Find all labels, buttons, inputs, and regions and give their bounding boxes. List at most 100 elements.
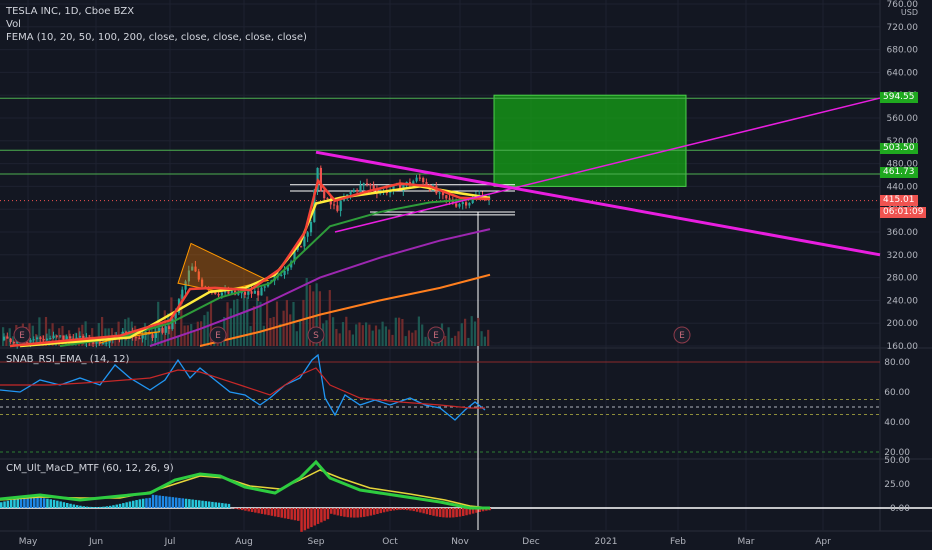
volume-bar [384,326,387,346]
volume-bar [275,301,279,346]
volume-bar [246,297,249,346]
candle-body [108,339,111,343]
volume-bar [414,330,417,346]
macd-histogram-bar [349,508,353,518]
candle-body [359,185,362,192]
macd-histogram-bar [468,508,472,515]
macd-histogram-bar [359,508,363,518]
candle-body [448,198,451,200]
macd-histogram-bar [237,508,241,510]
volume-bar [236,298,239,346]
macd-histogram-bar [300,508,303,532]
macd-histogram-bar [458,508,462,517]
candle-body [49,338,52,340]
candle-body [369,184,372,186]
time-axis-label: Aug [235,537,253,547]
macd-histogram-bar [462,508,465,516]
event-marker-label: E [679,331,685,341]
volume-bar [295,331,298,346]
macd-histogram-bar [36,497,39,508]
candle-body [415,177,418,182]
price-axis-tick: 240.00 [887,296,919,306]
fema-legend[interactable]: FEMA (10, 20, 50, 100, 200, close, close… [6,32,307,43]
candle-body [329,198,332,205]
macd-histogram-bar [224,503,227,508]
macd-histogram-bar [204,501,208,508]
macd-histogram-bar [438,508,442,517]
volume-bar [318,291,321,346]
macd-histogram-bar [221,503,224,508]
macd-histogram-bar [422,508,425,514]
macd-histogram-bar [138,499,142,508]
volume-bar [467,337,470,346]
macd-histogram-bar [260,508,264,514]
macd-histogram-bar [343,508,346,517]
time-axis-label: Sep [308,537,325,547]
rsi-ema-line [0,367,485,409]
macd-histogram-bar [23,497,26,508]
rsi-legend[interactable]: SNAB_RSI_EMA_ (14, 12) [6,354,130,365]
volume-bar [328,290,331,346]
volume-bar [411,332,414,346]
volume-bar [368,324,371,346]
macd-histogram-bar [323,508,326,521]
main-legend: TESLA INC, 1D, Cboe BZX Vol FEMA (10, 20… [6,6,307,45]
level-tag-594: 594.55 [880,92,918,103]
volume-bar [239,313,242,346]
macd-histogram-bar [386,508,389,512]
macd-axis-tick: 25.00 [884,480,910,490]
candle-body [52,335,55,339]
macd-legend[interactable]: CM_Ult_MacD_MTF (60, 12, 26, 9) [6,463,174,474]
volume-bar [394,317,397,346]
candle-body [59,335,62,337]
volume-bar [259,301,262,346]
candle-body [161,328,164,333]
candle-body [237,293,240,295]
macd-histogram-bar [339,508,343,517]
volume-bar [8,328,11,346]
candle-body [181,289,184,300]
volume-bar [269,318,272,346]
macd-histogram-bar [247,508,250,512]
volume-bar [404,336,407,346]
macd-histogram-bar [290,508,293,520]
candle-body [445,195,448,199]
rsi-axis-tick: 80.00 [884,358,910,368]
volume-bar [252,306,255,346]
volume-bar [242,293,246,346]
volume-bar [193,330,196,346]
volume-bar [444,335,447,346]
volume-bar [391,334,394,346]
macd-histogram-bar [471,508,475,514]
macd-histogram-bar [425,508,429,515]
macd-histogram-bar [188,499,191,508]
volume-bar [167,313,170,346]
candle-body [174,313,177,319]
volume-bar [173,314,176,346]
candle-body [263,286,266,288]
macd-histogram-bar [191,499,194,508]
macd-histogram-bar [118,503,122,508]
symbol-title[interactable]: TESLA INC, 1D, Cboe BZX [6,6,135,17]
time-axis-label: Jul [164,537,176,547]
macd-histogram-bar [141,498,145,508]
volume-bar [11,336,15,346]
macd-histogram-bar [201,500,204,508]
target-zone-box [493,94,687,187]
candle-body [191,266,194,271]
candle-body [98,340,101,344]
macd-histogram-bar [310,508,313,528]
volume-bar [401,318,404,346]
macd-histogram-bar [26,497,29,508]
macd-histogram-bar [174,497,178,508]
macd-histogram-bar [264,508,267,515]
candle-body [441,192,445,196]
volume-legend[interactable]: Vol [6,19,21,30]
macd-histogram-bar [128,501,132,508]
event-marker-label: E [19,331,25,341]
volume-bar [180,294,183,346]
candle-body [135,337,138,339]
price-axis-tick: 160.00 [887,342,919,352]
candle-body [300,246,303,248]
